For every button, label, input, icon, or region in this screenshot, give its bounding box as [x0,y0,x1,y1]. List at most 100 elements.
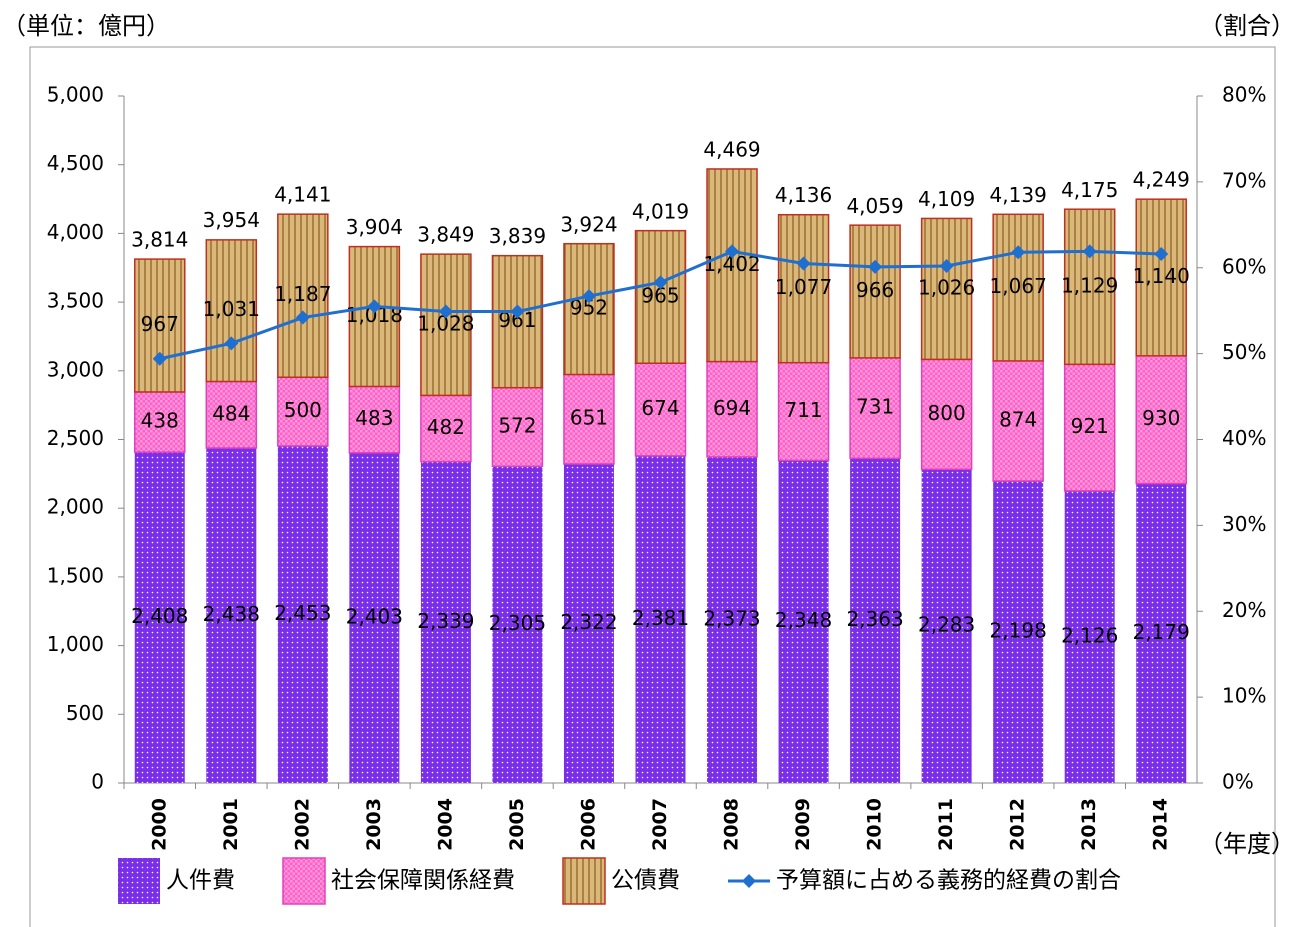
data-label: 2,381 [632,606,689,630]
bar-segment [849,224,901,359]
line-marker [1082,244,1097,259]
line-marker [939,259,954,274]
data-label: 572 [498,413,536,437]
total-label: 4,109 [918,187,975,211]
y2-tick-label: 20% [1222,598,1266,622]
x-tick-label: 2002 [291,798,313,851]
line-marker [1154,247,1169,262]
bar-segment [277,445,328,783]
y-tick-label: 4,500 [47,151,104,175]
x-tick-label: 2003 [363,798,385,851]
data-label: 1,140 [1133,264,1190,288]
bar-segment [706,360,758,458]
bar-segment [134,391,186,453]
total-label: 4,136 [775,183,832,207]
x-tick-label: 2005 [506,798,528,851]
data-label: 967 [141,312,179,336]
data-label: 2,363 [846,607,903,631]
data-label: 921 [1071,414,1109,438]
total-label: 3,814 [131,227,188,251]
data-label: 484 [212,401,250,425]
bar-segment [1064,490,1115,783]
bar-segment [348,245,401,388]
x-tick-label: 2011 [935,798,957,851]
data-label: 2,322 [560,610,617,634]
line-marker [438,304,453,319]
x-tick-label: 2004 [434,798,456,851]
data-label: 500 [284,398,322,422]
chart-frame [29,46,1276,927]
y2-unit-label: （割合） [1199,12,1295,40]
bar-segment [992,213,1044,362]
y2-tick-label: 70% [1222,168,1266,192]
y2-tick-label: 60% [1222,254,1266,278]
bar-segment [778,460,829,783]
data-label: 438 [141,409,179,433]
bar-segment [134,258,186,393]
line-marker [367,299,382,314]
y-tick-label: 500 [66,701,104,725]
total-label: 4,175 [1061,178,1118,202]
bar-segment [777,361,830,462]
x-tick-label: 2010 [864,798,886,851]
data-label: 2,348 [775,608,832,632]
data-label: 1,129 [1061,273,1118,297]
line-marker [295,310,310,325]
data-label: 2,373 [703,606,760,630]
total-label: 3,849 [417,223,474,247]
line-marker [796,256,811,271]
data-label: 2,339 [417,609,474,633]
data-label: 2,453 [274,601,331,625]
data-label: 1,026 [918,275,975,299]
line-marker [725,244,740,259]
data-label: 651 [570,406,608,430]
x-tick-label: 2001 [220,798,242,851]
data-label: 2,126 [1061,623,1118,647]
y-tick-label: 2,000 [47,495,104,519]
y-tick-label: 3,000 [47,357,104,381]
bar-segment [850,458,901,783]
x-tick-label: 2012 [1007,798,1029,851]
total-label: 3,954 [203,208,260,232]
data-label: 2,438 [203,602,260,626]
data-label: 694 [713,396,751,420]
data-label: 2,408 [131,604,188,628]
line-marker [653,275,668,290]
bar-segment [635,455,686,783]
total-label: 4,249 [1133,168,1190,192]
y2-tick-label: 30% [1222,512,1266,536]
y-tick-label: 1,000 [47,632,104,656]
bar-segment [563,463,614,783]
data-label: 966 [856,278,894,302]
bar-segment [420,253,472,397]
bar-segment [348,385,401,454]
data-label: 2,305 [489,611,546,635]
line-marker [1011,245,1026,260]
y-tick-label: 1,500 [47,563,104,587]
data-label: 711 [784,398,822,422]
data-label: 483 [355,406,393,430]
y-tick-label: 0 [91,770,104,794]
y-tick-label: 2,500 [47,426,104,450]
line-marker [224,336,239,351]
bar-segment [134,452,185,783]
data-label: 2,403 [346,604,403,628]
bar-segment [491,254,544,389]
line-marker [510,304,525,319]
x-tick-label: 2000 [148,798,170,851]
legend-swatch [282,857,326,905]
y2-tick-label: 10% [1222,684,1266,708]
bar-segment [206,448,257,783]
data-label: 874 [999,407,1037,431]
legend-label: 人件費 [166,868,235,894]
data-label: 1,187 [274,282,331,306]
data-label: 2,283 [918,613,975,637]
bar-segment [277,376,329,447]
bar-segment [1136,483,1187,783]
y2-tick-label: 50% [1222,340,1266,364]
bar-segment [707,456,758,783]
bar-segment [420,394,472,463]
legend-swatch [118,858,160,904]
total-label: 4,019 [632,199,689,223]
data-label: 482 [427,415,465,439]
